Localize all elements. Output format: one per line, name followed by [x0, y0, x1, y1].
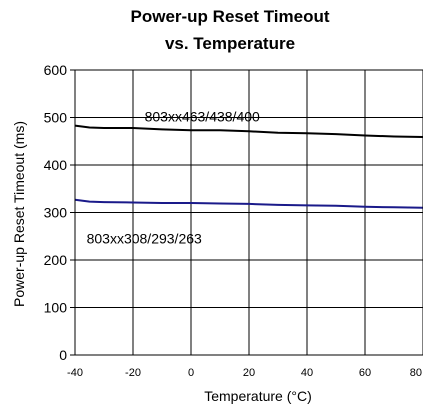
y-tick-label: 300: [44, 205, 68, 221]
x-tick-label: 80: [410, 367, 422, 379]
series-line-1: [74, 124, 423, 138]
series-layer: [74, 124, 423, 209]
y-axis-ticks: 0 100 200 300 400 500 600: [44, 62, 75, 363]
y-tick-label: 400: [44, 157, 68, 173]
chart-title-line2: vs. Temperature: [165, 34, 295, 53]
x-tick-label: 40: [301, 367, 313, 379]
x-tick-label: 0: [188, 367, 194, 379]
y-tick-label: 500: [44, 110, 68, 126]
x-tick-label: 60: [359, 367, 371, 379]
x-tick-label: -20: [125, 367, 141, 379]
annotations: 803xx463/438/400 803xx308/293/263: [87, 108, 260, 246]
x-tick-label: -40: [67, 367, 83, 379]
y-axis-label: Power-up Reset Timeout (ms): [11, 121, 27, 307]
series-label-2: 803xx308/293/263: [87, 230, 202, 246]
grid: [75, 70, 423, 355]
x-axis-label: Temperature (°C): [204, 388, 312, 404]
chart-title-line1: Power-up Reset Timeout: [131, 7, 330, 26]
x-axis-ticks: -40 -20 0 20 40 60 80: [67, 367, 422, 379]
y-tick-label: 100: [44, 300, 68, 316]
series-label-1: 803xx463/438/400: [145, 108, 260, 124]
y-tick-label: 0: [59, 347, 67, 363]
y-tick-label: 600: [44, 62, 68, 78]
series-line-2: [74, 198, 423, 209]
y-tick-label: 200: [44, 252, 68, 268]
x-tick-label: 20: [243, 367, 255, 379]
